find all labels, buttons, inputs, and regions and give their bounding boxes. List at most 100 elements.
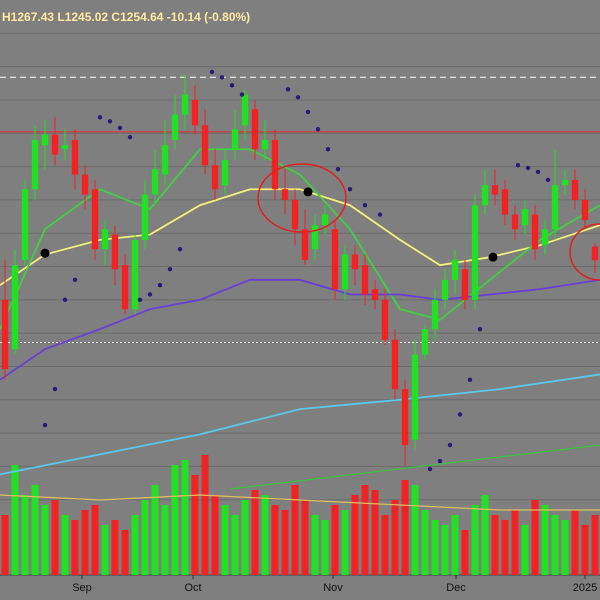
cross-marker — [488, 252, 498, 262]
sar-dot — [147, 292, 153, 297]
candle-body — [221, 159, 229, 186]
sar-dot — [305, 109, 311, 115]
volume-bar — [461, 530, 469, 575]
volume-bar — [1, 515, 9, 575]
sar-dot — [107, 119, 113, 124]
volume-bar — [61, 515, 69, 575]
candle-body — [581, 199, 589, 220]
volume-bar — [11, 465, 19, 575]
candle-body — [211, 165, 219, 190]
volume-bar — [201, 455, 209, 575]
volume-bar — [571, 510, 579, 575]
volume-bar — [51, 500, 59, 575]
candle-body — [541, 229, 549, 246]
sar-dot — [137, 297, 143, 303]
indicator-line — [0, 188, 600, 286]
volume-bar — [231, 515, 239, 575]
volume-bar — [351, 495, 359, 575]
sar-dot — [347, 187, 353, 192]
candle-body — [161, 145, 169, 175]
candle-body — [521, 209, 529, 226]
indicator-line — [0, 148, 600, 330]
sar-dot — [515, 163, 521, 168]
candle-body — [81, 174, 89, 195]
volume-bar — [261, 495, 269, 575]
volume-bar — [361, 485, 369, 575]
highlight-circle — [569, 223, 600, 281]
candle-body — [551, 185, 559, 230]
candle-body — [391, 339, 399, 390]
sar-dot — [545, 177, 551, 183]
candle-body — [31, 139, 39, 190]
candle-body — [481, 185, 489, 206]
sar-dot — [315, 127, 321, 132]
sar-dot — [52, 386, 58, 392]
volume-bar — [511, 510, 519, 575]
sar-dot — [377, 212, 383, 217]
volume-bar — [541, 505, 549, 575]
volume-bar — [301, 500, 309, 575]
candle-body — [101, 229, 109, 250]
candle-body — [311, 225, 319, 250]
volume-bar — [171, 465, 179, 575]
indicator-line — [0, 278, 600, 381]
candle-body — [71, 139, 79, 175]
sar-dot — [467, 377, 473, 382]
volume-bar — [311, 515, 319, 575]
candle-body — [441, 279, 449, 300]
candle-body — [271, 139, 279, 190]
volume-bar — [251, 490, 259, 575]
indicator-line — [229, 444, 600, 490]
volume-bar — [81, 510, 89, 575]
sar-dot — [97, 115, 103, 120]
volume-average — [0, 494, 600, 511]
cross-marker — [303, 187, 313, 197]
sar-dot — [325, 147, 331, 152]
sar-dot — [117, 125, 123, 131]
volume-bar — [431, 520, 439, 575]
candle-body — [351, 254, 359, 270]
volume-bar — [221, 505, 229, 575]
indicator-line — [0, 373, 600, 476]
candle-body — [241, 94, 249, 126]
candle-body — [51, 134, 59, 155]
candle-body — [231, 129, 239, 150]
cross-marker — [40, 248, 50, 258]
candle-body — [11, 265, 19, 350]
x-tick-label: 2025 — [573, 582, 597, 594]
candle-body — [491, 185, 499, 195]
volume-bar — [161, 505, 169, 575]
candle-body — [281, 189, 289, 200]
volume-bar — [241, 500, 249, 575]
candle-body — [91, 189, 99, 250]
sar-dot — [229, 83, 235, 88]
sar-dot — [457, 412, 463, 417]
sar-dot — [447, 442, 453, 448]
volume-bar — [21, 495, 29, 575]
sar-dot — [335, 167, 341, 172]
sar-dot — [535, 169, 541, 175]
volume-bar — [341, 510, 349, 575]
candle-body — [201, 125, 209, 166]
volume-bar — [441, 525, 449, 575]
volume-bar — [151, 485, 159, 575]
x-tick-label: Oct — [184, 582, 201, 594]
sar-dot — [239, 92, 245, 97]
volume-bar — [91, 505, 99, 575]
sar-dot — [362, 203, 368, 208]
candle-body — [511, 214, 519, 230]
candle-body — [301, 229, 309, 260]
volume-bar — [581, 525, 589, 575]
candle-body — [411, 354, 419, 440]
sar-dot — [525, 165, 531, 171]
sar-dot — [477, 326, 483, 332]
candle-body — [341, 254, 349, 290]
sar-dot — [209, 69, 215, 75]
volume-bar — [471, 505, 479, 575]
volume-bar — [501, 520, 509, 575]
highlight-circle — [257, 163, 347, 233]
volume-bar — [591, 515, 599, 575]
candle-body — [111, 234, 119, 270]
candle-body — [591, 246, 599, 261]
